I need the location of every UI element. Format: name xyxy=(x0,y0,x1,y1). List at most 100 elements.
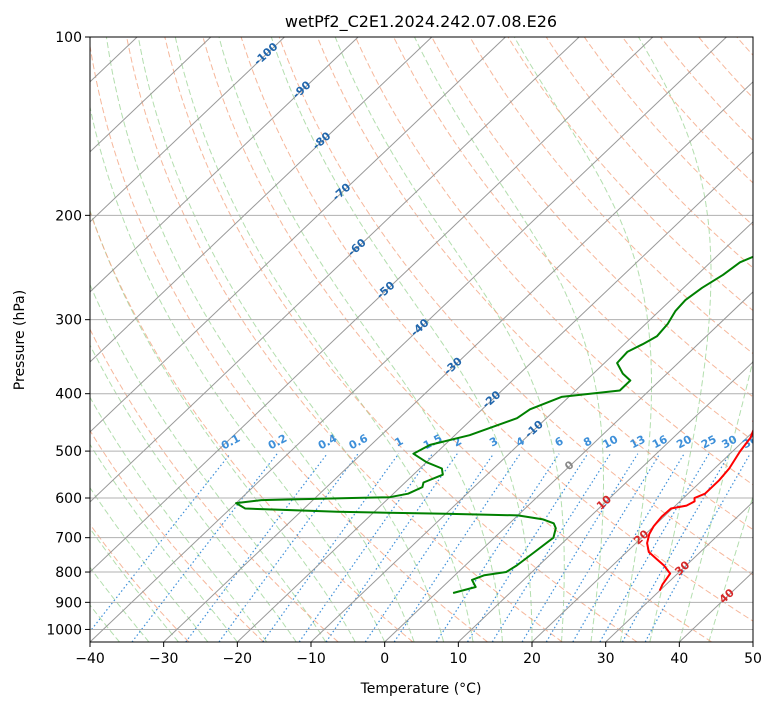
x-tick-label: 10 xyxy=(449,651,467,667)
mixing-ratio-line xyxy=(435,453,560,642)
moist-adiabat xyxy=(90,283,327,642)
moist-adiabat xyxy=(638,37,712,642)
mixing-ratio-label: 30 xyxy=(720,433,740,452)
mixing-ratio-line xyxy=(491,453,611,642)
moist-adiabat xyxy=(90,486,209,642)
y-tick-label: 800 xyxy=(55,565,82,581)
moist-adiabat xyxy=(513,37,652,642)
dry-adiabat xyxy=(507,37,753,312)
x-tick-label: 30 xyxy=(597,651,615,667)
isotherm xyxy=(236,151,753,642)
x-tick-label: −20 xyxy=(223,651,253,667)
isotherm xyxy=(163,81,753,642)
isotherm xyxy=(384,291,753,642)
moist-adiabats xyxy=(90,37,753,642)
y-tick-label: 400 xyxy=(55,387,82,403)
isotherm xyxy=(90,37,654,573)
chart-title: wetPf2_C2E1.2024.242.07.08.E26 xyxy=(285,12,557,32)
dry-adiabat xyxy=(90,210,414,642)
mixing-ratio-line xyxy=(262,453,400,642)
dry-adiabat xyxy=(355,37,753,486)
isotherm xyxy=(90,37,212,153)
temperature-profile xyxy=(646,419,753,592)
moist-adiabat xyxy=(90,527,179,642)
x-tick-label: 50 xyxy=(744,651,762,667)
dry-adiabat xyxy=(126,37,563,642)
y-tick-label: 1000 xyxy=(46,622,82,638)
dry-adiabats xyxy=(90,37,753,642)
dry-adiabat xyxy=(240,37,753,622)
isotherms xyxy=(90,37,753,642)
dry-adiabat xyxy=(469,37,753,355)
moist-adiabat xyxy=(90,104,386,642)
moist-adiabat xyxy=(174,37,474,642)
moist-adiabat xyxy=(137,37,445,642)
dry-adiabat xyxy=(660,37,753,142)
moist-adiabat xyxy=(218,37,503,642)
y-tick-label: 200 xyxy=(55,208,82,224)
isotherm xyxy=(531,431,753,642)
x-tick-label: −10 xyxy=(296,651,326,667)
x-tick-label: −40 xyxy=(75,651,105,667)
dry-adiabat xyxy=(545,37,753,269)
x-tick-label: 40 xyxy=(670,651,688,667)
dry-adiabat xyxy=(202,37,712,642)
isotherm xyxy=(90,37,433,363)
mixing-ratio-line xyxy=(185,453,328,642)
plot-frame xyxy=(89,36,754,643)
isotherm xyxy=(605,501,753,642)
mixing-ratio-line xyxy=(621,453,731,642)
y-tick-label: 300 xyxy=(55,313,82,329)
isotherm xyxy=(90,37,727,642)
y-tick-label: 100 xyxy=(55,30,82,46)
x-tick-label: 20 xyxy=(523,651,541,667)
mixing-ratio-label: 20 xyxy=(674,433,694,452)
moist-adiabat xyxy=(105,37,415,642)
y-tick-label: 500 xyxy=(55,444,82,460)
moist-adiabat xyxy=(90,344,297,642)
mixing-ratio-line xyxy=(572,453,685,642)
mixing-ratio-label: 16 xyxy=(650,433,670,452)
mixing-ratio-line xyxy=(599,453,710,642)
x-axis: −40 −30 −20 −10 0 10 20 30 40 50 xyxy=(75,642,762,667)
y-tick-label: 700 xyxy=(55,531,82,547)
y-axis-label: Pressure (hPa) xyxy=(12,290,28,390)
dry-adiabat xyxy=(90,429,264,642)
y-tick-label: 900 xyxy=(55,595,82,611)
y-axis: 100 200 300 400 500 600 700 800 900 1000 xyxy=(46,30,90,638)
isotherm xyxy=(90,37,580,503)
mixing-ratio-lines xyxy=(90,453,751,642)
mixing-ratio-label: 10 xyxy=(601,433,621,452)
dry-adiabat xyxy=(90,43,488,642)
pressure-gridlines xyxy=(90,37,753,630)
series-layer xyxy=(235,255,753,594)
dry-adiabat xyxy=(90,328,339,642)
isotherm xyxy=(310,221,753,642)
x-axis-label: Temperature (°C) xyxy=(360,681,482,697)
moist-adiabat xyxy=(414,37,604,642)
dewpoint-profile xyxy=(235,255,753,594)
dry-adiabat xyxy=(622,37,753,184)
mixing-ratio-label: 13 xyxy=(628,433,648,452)
isotherm xyxy=(90,37,285,223)
dry-adiabat xyxy=(278,37,753,576)
mixing-ratio-line xyxy=(393,453,521,642)
mixing-ratio-line xyxy=(521,453,639,642)
moist-adiabat xyxy=(334,37,565,642)
moist-adiabat xyxy=(90,566,150,642)
dry-adiabat xyxy=(431,37,753,398)
dry-adiabat xyxy=(583,37,753,227)
mixing-ratio-line xyxy=(218,453,359,642)
mixing-ratio-line xyxy=(466,453,589,642)
dry-adiabat xyxy=(316,37,753,531)
dry-adiabat xyxy=(164,37,638,642)
isotherm xyxy=(90,37,359,293)
isotherm xyxy=(457,361,753,642)
mixing-ratio-label: 25 xyxy=(699,433,719,452)
x-tick-label: 0 xyxy=(380,651,389,667)
moist-adiabat xyxy=(270,37,533,642)
x-tick-label: −30 xyxy=(149,651,179,667)
y-tick-label: 600 xyxy=(55,491,82,507)
mixing-ratio-line xyxy=(298,453,433,642)
